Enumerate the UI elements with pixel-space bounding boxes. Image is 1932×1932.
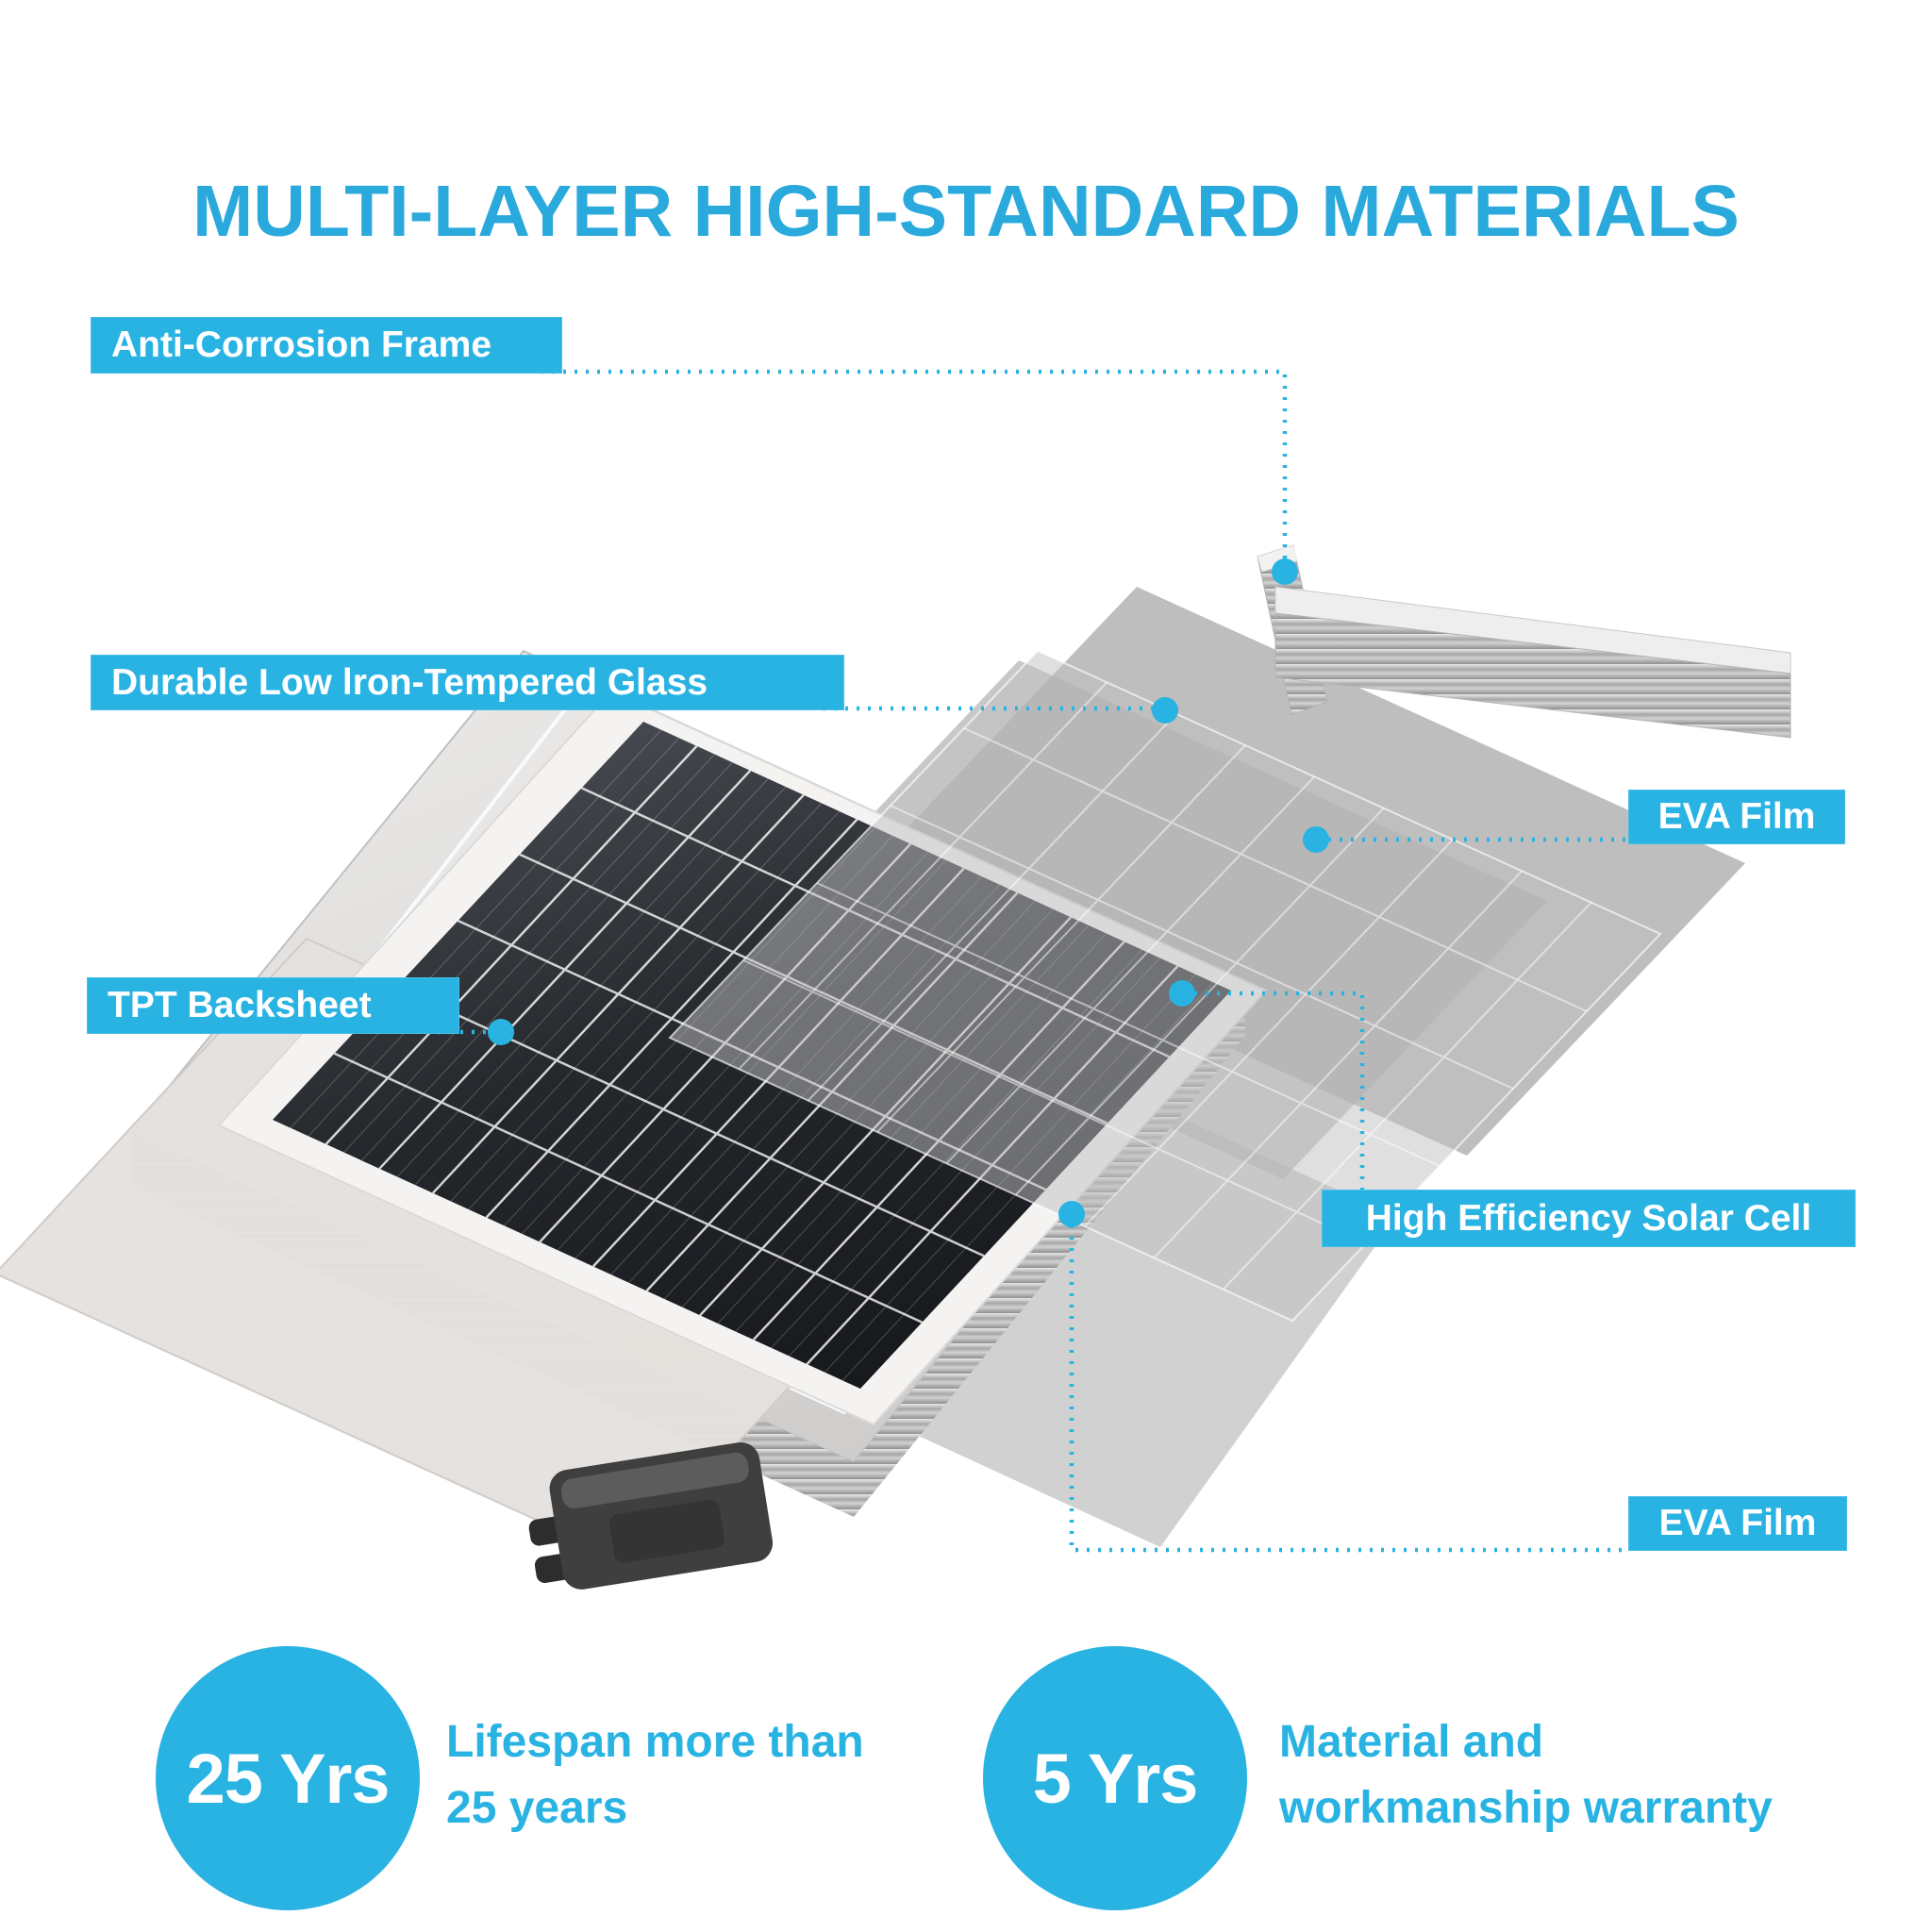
dot-anti-corrosion-frame — [1272, 558, 1298, 585]
label-anti-corrosion-frame: Anti-Corrosion Frame — [91, 317, 562, 374]
warranty-line-2: workmanship warranty — [1279, 1783, 1773, 1833]
label-tempered-glass-text: Durable Low lron-Tempered Glass — [111, 661, 708, 703]
label-eva-film-top-text: EVA Film — [1657, 796, 1816, 837]
label-eva-film-top: EVA Film — [1628, 790, 1845, 844]
dot-tpt-backsheet — [488, 1019, 514, 1045]
label-eva-film-bottom: EVA Film — [1628, 1496, 1847, 1551]
dot-eva-film-bottom — [1058, 1201, 1085, 1227]
warranty-line-1: Material and — [1279, 1717, 1544, 1767]
dot-eva-film-top — [1303, 826, 1329, 853]
label-tpt-backsheet: TPT Backsheet — [87, 977, 459, 1034]
label-tempered-glass: Durable Low lron-Tempered Glass — [91, 655, 844, 710]
warranty-badge-description: Material and workmanship warranty — [1279, 1709, 1773, 1841]
dot-solar-cell — [1169, 980, 1195, 1007]
label-solar-cell: High Efficiency Solar Cell — [1322, 1190, 1856, 1247]
connector-anti-corrosion-frame — [541, 369, 1288, 562]
label-anti-corrosion-frame-text: Anti-Corrosion Frame — [111, 325, 492, 365]
lifespan-badge-value: 25 Yrs — [186, 1739, 391, 1818]
lifespan-line-1: Lifespan more than — [446, 1717, 864, 1767]
label-solar-cell-text: High Efficiency Solar Cell — [1365, 1197, 1812, 1239]
lifespan-line-2: 25 years — [446, 1783, 628, 1833]
warranty-badge: 5 Yrs — [983, 1646, 1247, 1910]
page-title: MULTI-LAYER HIGH-STANDARD MATERIALS — [192, 171, 1740, 252]
label-eva-film-bottom-text: EVA Film — [1658, 1503, 1817, 1543]
lifespan-badge: 25 Yrs — [156, 1646, 420, 1910]
label-tpt-backsheet-text: TPT Backsheet — [108, 985, 372, 1025]
junction-box — [528, 1441, 774, 1590]
lifespan-badge-description: Lifespan more than 25 years — [446, 1709, 864, 1841]
warranty-badge-value: 5 Yrs — [1032, 1739, 1199, 1818]
frame-corner-piece — [1257, 544, 1791, 739]
dot-tempered-glass — [1152, 697, 1178, 724]
